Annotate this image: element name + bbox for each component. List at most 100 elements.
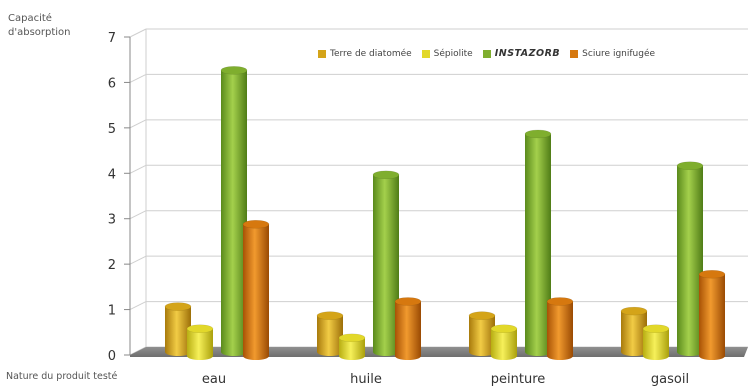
y-tick-label: 1: [108, 304, 116, 319]
x-tick-label: peinture: [491, 372, 546, 387]
bar-body: [491, 328, 517, 356]
legend-swatch: [482, 49, 491, 58]
bar-top: [620, 306, 648, 316]
bar-base: [547, 352, 573, 360]
bar-body: [547, 301, 573, 356]
legend-item: Terre de diatomée: [318, 49, 412, 59]
bar-base: [677, 348, 703, 356]
bar-base: [395, 352, 421, 360]
gridline-side: [129, 210, 147, 220]
legend-label: INSTAZORB: [494, 48, 561, 59]
legend-label: Terre de diatomée: [330, 48, 412, 59]
x-tick-label: eau: [202, 372, 226, 387]
bar: [220, 66, 248, 356]
x-axis: eau huile peinture gasoil: [202, 372, 689, 387]
y-axis-title-line2: d'absorption: [8, 27, 71, 38]
x-axis-title: Nature du produit testé: [6, 371, 118, 382]
bar: [394, 297, 422, 360]
bar: [164, 302, 192, 356]
bar-base: [221, 348, 247, 356]
legend-label: Sépiolite: [433, 48, 473, 59]
bar-base: [339, 352, 365, 360]
legend-swatch: [570, 49, 579, 58]
bar-top: [642, 324, 670, 333]
bar-top: [698, 269, 726, 279]
bar-base: [165, 348, 191, 356]
bar-body: [469, 315, 495, 352]
bar-body: [221, 70, 247, 352]
bar-body: [525, 133, 551, 352]
bar: [620, 306, 648, 356]
bar: [546, 297, 574, 360]
bar: [642, 324, 670, 360]
bar-top: [242, 220, 270, 229]
bar: [468, 311, 496, 356]
bar-top: [372, 170, 400, 180]
bar: [338, 333, 366, 360]
legend: Terre de diatomée Sépiolite INSTAZORB Sc…: [318, 48, 655, 59]
bar-top: [164, 302, 192, 311]
bar: [186, 324, 214, 360]
gridline-side: [129, 119, 147, 129]
y-axis: 0 1 2 3 4 5 6 7: [108, 31, 131, 364]
bar-top: [676, 161, 704, 170]
bar-base: [525, 348, 551, 356]
y-tick-label: 5: [108, 122, 116, 137]
bar-base: [243, 352, 269, 360]
bar: [676, 161, 704, 356]
chart-floor: [130, 347, 748, 357]
bar: [316, 311, 344, 356]
bar-top: [338, 333, 366, 343]
legend-swatch: [318, 49, 326, 58]
bar: [698, 269, 726, 360]
bar: [372, 170, 400, 356]
y-tick-label: 7: [108, 31, 116, 46]
bar-body: [395, 301, 421, 356]
bar-base: [699, 352, 725, 360]
floor-plane: [130, 347, 748, 357]
bar-base: [491, 352, 517, 360]
legend-label: Sciure ignifugée: [582, 48, 656, 59]
y-axis-title: Capacité d'absorption: [8, 12, 71, 40]
bar: [524, 129, 552, 356]
bar-body: [317, 315, 343, 352]
gridline-side: [129, 255, 147, 265]
bar-top: [220, 66, 248, 75]
x-tick-label: huile: [350, 372, 382, 387]
bar-top: [316, 311, 344, 320]
bar-base: [317, 348, 343, 356]
bar: [242, 220, 270, 360]
bar-top: [524, 129, 552, 139]
gridline-side: [129, 73, 147, 83]
bar-base: [621, 348, 647, 356]
y-tick-label: 2: [108, 258, 116, 273]
bar-body: [677, 165, 703, 352]
bar-top: [394, 297, 422, 306]
bar: [490, 324, 518, 360]
gridline-side: [129, 164, 147, 174]
bar-body: [339, 337, 365, 356]
bar-body: [373, 174, 399, 352]
gridline-side: [129, 301, 147, 311]
gridline-side: [129, 28, 147, 38]
legend-swatch: [421, 49, 430, 58]
bar-body: [621, 311, 647, 352]
y-axis-title-line1: Capacité: [8, 13, 52, 24]
bars: [164, 66, 726, 360]
legend-item: Sciure ignifugée: [570, 49, 655, 59]
bar-body: [643, 328, 669, 356]
bar-top: [468, 311, 496, 320]
bar-base: [469, 348, 495, 356]
bar-body: [165, 306, 191, 352]
legend-item: INSTAZORB: [482, 48, 561, 59]
bar-top: [546, 297, 574, 306]
y-tick-label: 4: [108, 167, 116, 182]
bar-body: [243, 224, 269, 356]
y-tick-label: 3: [108, 213, 116, 228]
bar-base: [373, 348, 399, 356]
bar-base: [187, 352, 213, 360]
bar-body: [699, 274, 725, 356]
bar-top: [490, 324, 518, 333]
x-tick-label: gasoil: [651, 372, 689, 387]
